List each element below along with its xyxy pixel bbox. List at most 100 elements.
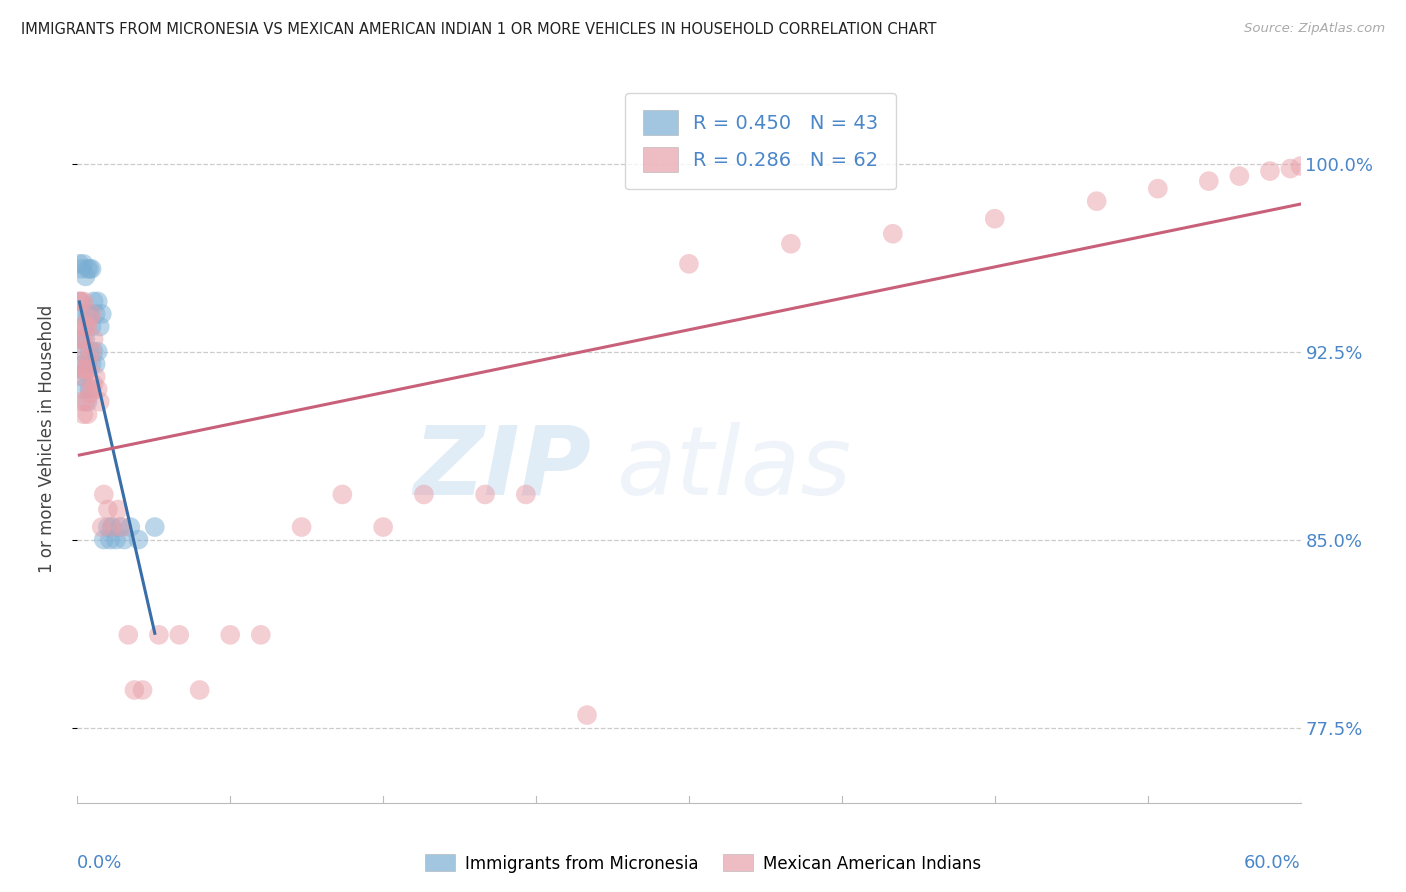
- Point: [75, 269, 97, 284]
- Point: [80, 307, 103, 321]
- Point: [70, 362, 93, 376]
- Point: [1085, 194, 1108, 209]
- Point: [1299, 156, 1322, 170]
- Point: [80, 319, 103, 334]
- Point: [111, 520, 134, 534]
- Point: [84, 357, 107, 371]
- Point: [72, 332, 94, 346]
- Point: [70, 261, 93, 276]
- Legend: Immigrants from Micronesia, Mexican American Indians: Immigrants from Micronesia, Mexican Amer…: [418, 847, 988, 880]
- Text: 60.0%: 60.0%: [1244, 854, 1301, 871]
- Point: [84, 307, 107, 321]
- Text: ZIP: ZIP: [413, 422, 591, 515]
- Point: [678, 257, 700, 271]
- Point: [70, 344, 93, 359]
- Point: [1229, 169, 1251, 183]
- Point: [70, 332, 93, 346]
- Point: [67, 294, 90, 309]
- Point: [188, 683, 211, 698]
- Point: [72, 357, 94, 371]
- Point: [87, 344, 110, 359]
- Point: [83, 294, 105, 309]
- Point: [72, 382, 94, 396]
- Point: [76, 319, 98, 334]
- Point: [1279, 161, 1302, 176]
- Point: [97, 502, 120, 516]
- Point: [89, 394, 111, 409]
- Point: [76, 307, 98, 321]
- Point: [250, 628, 273, 642]
- Point: [80, 344, 103, 359]
- Point: [90, 307, 112, 321]
- Point: [80, 261, 103, 276]
- Point: [67, 332, 90, 346]
- Point: [576, 708, 599, 723]
- Point: [70, 394, 93, 409]
- Point: [83, 332, 105, 346]
- Point: [1258, 164, 1281, 178]
- Point: [474, 487, 496, 501]
- Point: [67, 319, 90, 334]
- Point: [290, 520, 312, 534]
- Point: [76, 394, 98, 409]
- Point: [67, 257, 90, 271]
- Point: [101, 520, 124, 534]
- Point: [67, 294, 90, 309]
- Point: [101, 520, 124, 534]
- Y-axis label: 1 or more Vehicles in Household: 1 or more Vehicles in Household: [38, 305, 56, 574]
- Point: [75, 365, 97, 379]
- Point: [70, 294, 93, 309]
- Point: [107, 502, 129, 516]
- Point: [76, 357, 98, 371]
- Point: [72, 407, 94, 421]
- Point: [413, 487, 436, 501]
- Point: [72, 294, 94, 309]
- Point: [83, 377, 105, 392]
- Point: [1147, 181, 1170, 195]
- Point: [90, 520, 112, 534]
- Point: [131, 683, 153, 698]
- Point: [79, 312, 101, 326]
- Point: [112, 533, 135, 547]
- Point: [75, 319, 97, 334]
- Point: [779, 236, 801, 251]
- Point: [79, 344, 101, 359]
- Point: [79, 382, 101, 396]
- Point: [72, 369, 94, 384]
- Point: [87, 294, 110, 309]
- Point: [332, 487, 354, 501]
- Point: [76, 407, 98, 421]
- Point: [84, 369, 107, 384]
- Point: [75, 362, 97, 376]
- Point: [143, 520, 166, 534]
- Point: [93, 533, 115, 547]
- Point: [89, 319, 111, 334]
- Point: [984, 211, 1007, 226]
- Point: [76, 362, 98, 376]
- Point: [72, 319, 94, 334]
- Point: [79, 387, 101, 401]
- Point: [83, 344, 105, 359]
- Point: [1310, 156, 1333, 170]
- Point: [148, 628, 170, 642]
- Text: atlas: atlas: [616, 422, 851, 515]
- Point: [117, 628, 139, 642]
- Point: [108, 520, 131, 534]
- Point: [80, 357, 103, 371]
- Point: [93, 487, 115, 501]
- Point: [75, 394, 97, 409]
- Point: [80, 382, 103, 396]
- Point: [371, 520, 394, 534]
- Point: [75, 332, 97, 346]
- Point: [76, 261, 98, 276]
- Point: [105, 533, 128, 547]
- Point: [87, 382, 110, 396]
- Point: [79, 307, 101, 321]
- Point: [79, 352, 101, 367]
- Point: [515, 487, 537, 501]
- Text: Source: ZipAtlas.com: Source: ZipAtlas.com: [1244, 22, 1385, 36]
- Point: [1289, 159, 1312, 173]
- Point: [219, 628, 242, 642]
- Point: [70, 369, 93, 384]
- Point: [98, 533, 121, 547]
